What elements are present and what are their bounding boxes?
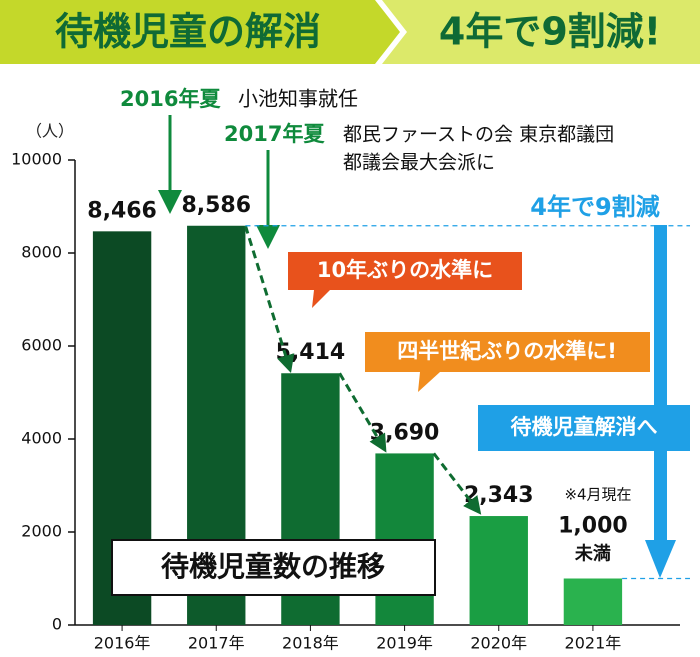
annotation: ※4月現在 xyxy=(564,486,631,504)
annotation: 4年で9割減 xyxy=(530,193,659,221)
trend-arrow xyxy=(432,452,482,515)
annotation: 2017年夏 xyxy=(224,122,325,146)
x-tick-label: 2017年 xyxy=(188,634,245,653)
banner-right xyxy=(382,0,700,64)
annotation: 都民ファーストの会 東京都議団 xyxy=(343,124,614,146)
annotation: 小池知事就任 xyxy=(238,87,358,111)
x-tick-label: 2020年 xyxy=(470,634,527,653)
callout xyxy=(288,252,522,308)
annotation: 都議会最大会派に xyxy=(343,152,495,174)
x-tick-label: 2021年 xyxy=(565,634,622,653)
value-label: 1,000 xyxy=(558,514,628,539)
bar xyxy=(563,578,623,625)
callout xyxy=(478,405,690,451)
trend-arrow xyxy=(244,225,295,373)
callout-text: 10年ぶりの水準に xyxy=(317,258,493,282)
arrow-head xyxy=(645,540,676,578)
title: 待機児童の解消 xyxy=(55,10,321,54)
subtitle: 4年で9割減! xyxy=(439,10,661,54)
banner-left xyxy=(0,0,400,64)
x-tick-label: 2019年 xyxy=(376,634,433,653)
annotation: 未満 xyxy=(575,543,611,565)
y-tick-label: 6000 xyxy=(21,336,62,355)
y-tick-label: 4000 xyxy=(21,429,62,448)
y-tick-label: 8000 xyxy=(21,243,62,262)
bar xyxy=(469,516,528,625)
trend-arrow xyxy=(338,372,387,453)
x-tick-label: 2018年 xyxy=(282,634,339,653)
x-tick-label: 2016年 xyxy=(94,634,151,653)
value-label: 8,586 xyxy=(181,193,251,218)
inset-box xyxy=(111,539,436,596)
annotation: 2016年夏 xyxy=(120,87,221,111)
y-tick-label: 2000 xyxy=(21,522,62,541)
y-axis-label: （人） xyxy=(26,122,74,141)
callout-text: 四半世紀ぶりの水準に! xyxy=(397,339,617,363)
arrow-shaft xyxy=(654,225,667,545)
y-tick-label: 10000 xyxy=(11,150,62,169)
callout xyxy=(365,332,650,392)
y-tick-label: 0 xyxy=(52,615,62,634)
callout-text: 待機児童解消へ xyxy=(511,415,658,439)
value-label: 8,466 xyxy=(87,198,157,223)
inset-title: 待機児童数の推移 xyxy=(161,550,385,583)
